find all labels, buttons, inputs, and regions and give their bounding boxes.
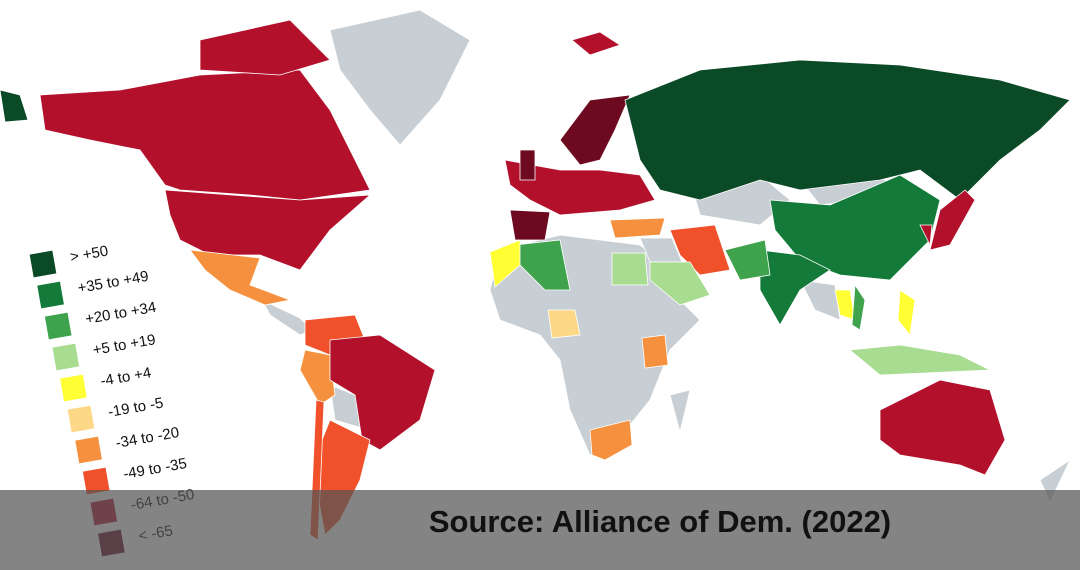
peru [299,349,336,406]
legend-swatch [58,373,88,403]
legend-swatch [43,311,73,341]
mexico [189,249,292,306]
madagascar [669,389,691,433]
myanmar [799,279,841,321]
egypt [611,252,649,286]
caption-band [0,490,1080,570]
turkey [609,217,666,239]
morocco [489,239,521,288]
japan [929,189,976,251]
canada [39,69,371,201]
arctic-islands [199,19,331,76]
indonesia [849,344,992,376]
nigeria [547,309,581,339]
legend-swatch [51,342,81,372]
legend-swatch [66,404,96,434]
spain [509,209,551,241]
uk [519,149,536,181]
usa [164,189,372,271]
svalbard [571,31,621,56]
australia [879,379,1006,476]
iran [669,224,731,276]
legend-label: > +50 [69,243,110,266]
legend-swatch [36,280,66,310]
scandinavia [559,94,631,166]
chukotka [0,89,29,123]
legend-swatch [74,435,104,465]
saudi-arabia [649,261,711,306]
india [759,249,831,326]
south-africa [589,419,633,461]
kenya [641,334,669,369]
source-caption: Source: Alliance of Dem. (2022) [429,504,891,539]
china [769,174,941,281]
korea [919,224,933,247]
greenland [329,9,471,146]
philippines [897,289,916,336]
pakistan [724,239,771,281]
brazil [329,334,436,451]
vietnam [851,283,866,331]
legend-swatch [28,249,58,279]
europe [504,159,656,216]
